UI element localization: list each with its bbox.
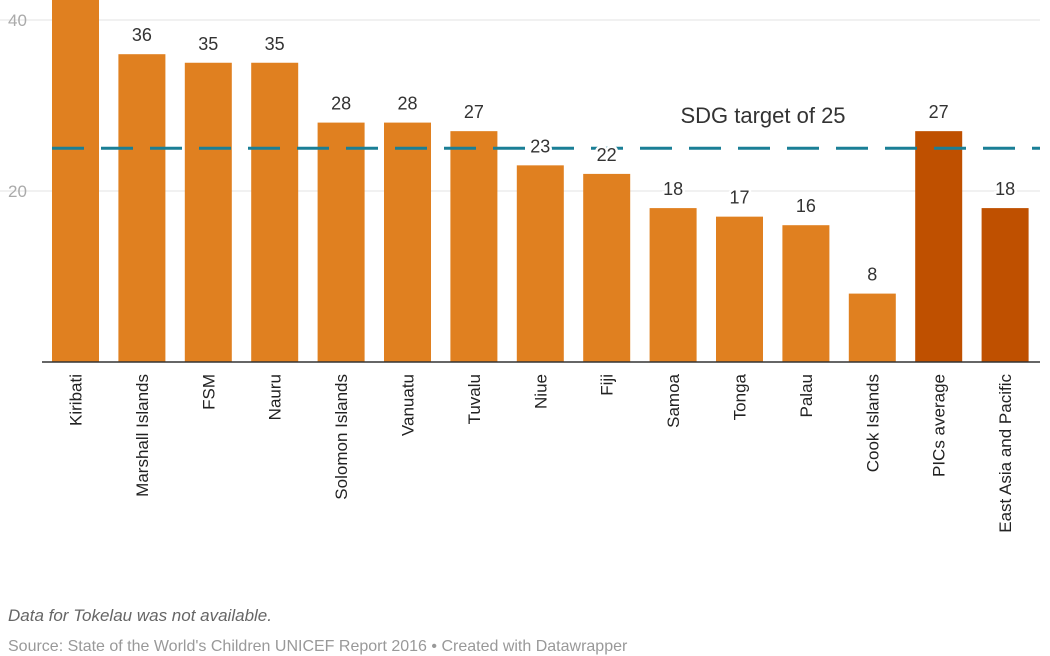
value-label: 27 [464,102,484,122]
x-tick-label: Niue [531,374,550,409]
value-label: 27 [929,102,949,122]
x-tick-label: Fiji [598,374,617,396]
bar [981,208,1029,362]
value-label: 16 [796,196,816,216]
value-label: 18 [663,179,683,199]
value-label: 28 [397,94,417,114]
bar [317,122,365,362]
x-tick-label: Cook Islands [863,374,882,472]
bar [450,131,498,362]
bar [52,0,99,362]
bar [649,208,697,362]
bar [251,62,299,362]
y-tick-label: 40 [8,11,27,30]
x-tick-label: PICs average [930,374,949,477]
bar [516,165,564,362]
bar [384,122,431,362]
value-label: 17 [729,188,749,208]
bar [184,62,232,362]
x-tick-label: Tuvalu [465,374,484,424]
x-tick-label: East Asia and Pacific [996,374,1015,533]
bar [782,225,830,362]
bar-chart: 20 40 SDG target of 25 36 35 35 28 28 27 23 22 18 17… [0,0,1040,533]
x-tick-label: FSM [199,374,218,410]
value-label: 23 [530,136,550,156]
chart-note: Data for Tokelau was not available. [8,606,272,625]
x-tick-label: Kiribati [67,374,86,426]
bar [915,131,963,362]
value-label: 35 [198,34,218,54]
x-tick-label: Solomon Islands [332,374,351,500]
x-tick-label: Vanuatu [399,374,418,436]
value-label: 18 [995,179,1015,199]
bar [716,216,763,362]
value-label: 36 [132,25,152,45]
bar [848,293,896,362]
y-tick-label: 20 [8,182,27,201]
x-tick-label: Marshall Islands [133,374,152,497]
target-line-label: SDG target of 25 [680,103,845,128]
value-label: 8 [867,265,877,285]
value-label: 22 [597,145,617,165]
value-label: 28 [331,94,351,114]
x-tick-label: Palau [797,374,816,417]
chart-source: Source: State of the World's Children UN… [8,638,628,655]
value-label: 35 [265,34,285,54]
bar [118,54,166,362]
x-tick-label: Tonga [731,373,750,420]
bar [583,173,631,362]
x-tick-label: Samoa [664,373,683,427]
x-tick-label: Nauru [266,374,285,420]
